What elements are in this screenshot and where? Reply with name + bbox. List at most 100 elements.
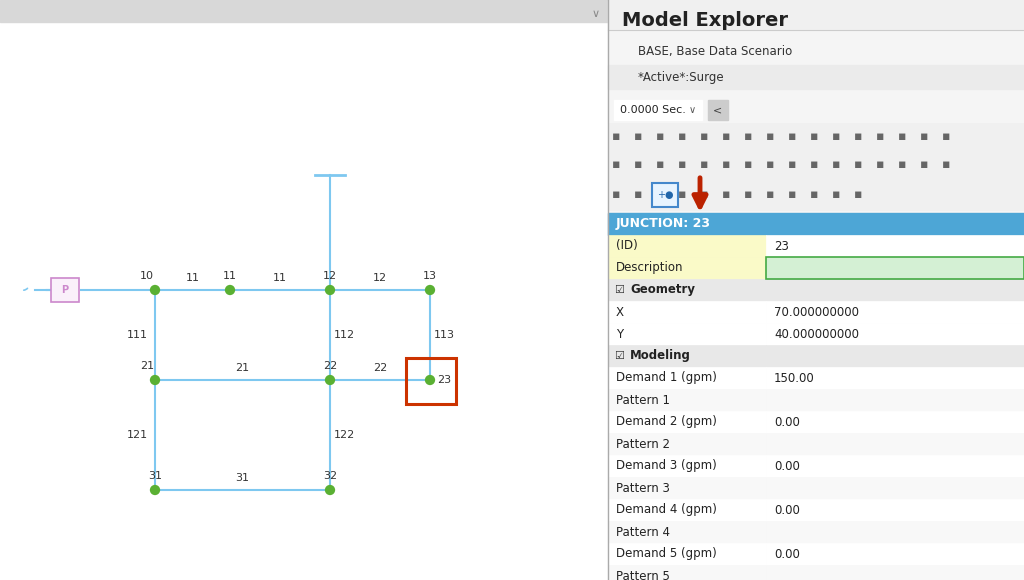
Text: ▪: ▪ [810, 158, 818, 172]
Bar [608, 367, 766, 389]
Text: 121: 121 [126, 430, 147, 440]
Bar [608, 521, 766, 543]
Text: ▪: ▪ [655, 130, 665, 143]
Text: ▪: ▪ [699, 158, 709, 172]
Text: 22: 22 [323, 361, 337, 371]
Bar [608, 65, 1024, 89]
Bar [608, 235, 766, 257]
Text: X: X [616, 306, 624, 318]
Text: ▪: ▪ [611, 158, 621, 172]
Text: ▪: ▪ [898, 158, 906, 172]
Bar [608, 279, 766, 301]
Text: ▪: ▪ [898, 130, 906, 143]
Text: ▪: ▪ [831, 188, 841, 201]
Text: 13: 13 [423, 271, 437, 281]
Text: ▪: ▪ [876, 158, 885, 172]
Text: 23: 23 [774, 240, 788, 252]
Bar [652, 183, 678, 207]
Text: +●: +● [656, 190, 673, 200]
Text: ▪: ▪ [810, 130, 818, 143]
Bar [608, 0, 1024, 580]
Point [146, 485, 163, 495]
Text: ▪: ▪ [678, 158, 686, 172]
Bar [766, 521, 1024, 543]
Bar [766, 477, 1024, 499]
Text: ▪: ▪ [876, 130, 885, 143]
Bar [766, 389, 1024, 411]
Bar [614, 100, 702, 120]
Text: ▪: ▪ [743, 188, 753, 201]
Text: 31: 31 [148, 471, 162, 481]
Text: ▪: ▪ [766, 130, 774, 143]
Text: ▪: ▪ [634, 130, 642, 143]
Text: 70.000000000: 70.000000000 [774, 306, 859, 318]
Point [146, 375, 163, 385]
Bar [608, 213, 1024, 235]
Bar [708, 100, 728, 120]
Bar [0, 0, 608, 580]
FancyBboxPatch shape [51, 278, 79, 302]
Bar [766, 433, 1024, 455]
Text: *Active*:Surge: *Active*:Surge [638, 71, 725, 85]
Bar [766, 345, 1024, 367]
Point [322, 375, 338, 385]
Text: ☑: ☑ [614, 285, 624, 295]
Bar [608, 323, 766, 345]
Text: ▪: ▪ [766, 188, 774, 201]
Text: Pattern 4: Pattern 4 [616, 525, 670, 538]
Bar [608, 180, 1024, 210]
Text: ▪: ▪ [766, 158, 774, 172]
Text: ▪: ▪ [920, 158, 928, 172]
Text: ▪: ▪ [634, 188, 642, 201]
Bar [766, 499, 1024, 521]
Bar [608, 389, 766, 411]
Text: ▪: ▪ [611, 188, 621, 201]
Text: Demand 3 (gpm): Demand 3 (gpm) [616, 459, 717, 473]
Text: ∨: ∨ [688, 105, 695, 115]
Text: 112: 112 [334, 330, 354, 340]
Text: Geometry: Geometry [630, 284, 695, 296]
Bar [766, 257, 1024, 279]
Bar [406, 358, 456, 404]
Text: 40.000000000: 40.000000000 [774, 328, 859, 340]
Text: ▪: ▪ [787, 130, 797, 143]
Text: 12: 12 [373, 273, 387, 283]
Bar [608, 95, 1024, 123]
Text: ▪: ▪ [787, 188, 797, 201]
Text: Model Explorer: Model Explorer [622, 10, 788, 30]
Text: Pattern 5: Pattern 5 [616, 570, 670, 580]
Text: ▪: ▪ [831, 158, 841, 172]
Text: 23: 23 [437, 375, 451, 385]
Bar [766, 235, 1024, 257]
Point [322, 285, 338, 295]
Bar [608, 499, 766, 521]
Text: 150.00: 150.00 [774, 372, 815, 385]
Text: ▪: ▪ [831, 130, 841, 143]
Text: P: P [61, 285, 69, 295]
Point [422, 285, 438, 295]
Bar [608, 30, 1024, 95]
Text: ▪: ▪ [743, 158, 753, 172]
Text: ▪: ▪ [810, 188, 818, 201]
Text: 32: 32 [323, 471, 337, 481]
Text: (ID): (ID) [616, 240, 638, 252]
Bar [608, 565, 766, 580]
Bar [608, 455, 766, 477]
Text: 0.0000 Sec.: 0.0000 Sec. [620, 105, 686, 115]
Text: ▪: ▪ [787, 158, 797, 172]
Bar [766, 455, 1024, 477]
Bar [608, 151, 1024, 179]
Text: ▪: ▪ [942, 130, 950, 143]
Text: ▪: ▪ [699, 188, 709, 201]
Text: 11: 11 [185, 273, 200, 283]
Text: Pattern 3: Pattern 3 [616, 481, 670, 495]
Text: 12: 12 [323, 271, 337, 281]
Bar [608, 123, 1024, 151]
Point [146, 285, 163, 295]
Text: BASE, Base Data Scenario: BASE, Base Data Scenario [638, 45, 793, 59]
Text: ▪: ▪ [678, 130, 686, 143]
Text: 111: 111 [127, 330, 147, 340]
Text: ▪: ▪ [854, 130, 862, 143]
Text: 10: 10 [140, 271, 154, 281]
Text: ▪: ▪ [722, 130, 730, 143]
